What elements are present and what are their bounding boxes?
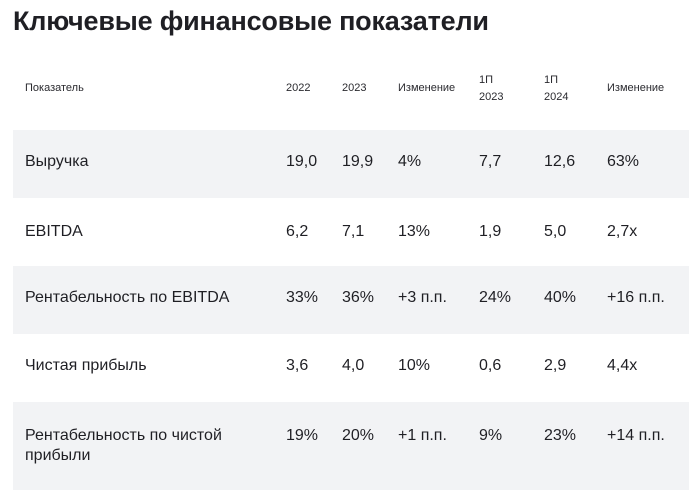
header-1h-2023-line1: 1П [479, 74, 494, 86]
cell-2023: 36% [342, 289, 375, 306]
header-2023: 2023 [342, 82, 367, 94]
header-change-half-year: Изменение [607, 82, 665, 94]
cell-change-annual: +3 п.п. [398, 289, 447, 306]
row-label: Рентабельность по чистой прибыли [25, 426, 222, 466]
cell-change-annual: +1 п.п. [398, 427, 447, 444]
cell-change-annual: 10% [398, 357, 431, 374]
cell-1h-2024: 2,9 [544, 357, 567, 374]
cell-change-annual: 4% [398, 153, 422, 170]
header-1h-2023: 1П 2023 [479, 72, 519, 106]
cell-1h-2023: 9% [479, 427, 503, 444]
header-2022: 2022 [286, 82, 311, 94]
header-1h-2024: 1П 2024 [544, 72, 584, 106]
cell-2023: 4,0 [342, 357, 365, 374]
header-1h-2023-line2: 2023 [479, 91, 504, 103]
row-label: Выручка [25, 153, 89, 170]
page-title: Ключевые финансовые показатели [13, 6, 489, 36]
cell-1h-2023: 24% [479, 289, 512, 306]
cell-1h-2024: 23% [544, 427, 577, 444]
cell-2023: 7,1 [342, 223, 365, 240]
cell-2022: 19% [286, 427, 319, 444]
cell-1h-2024: 12,6 [544, 153, 576, 170]
cell-change-half-year: +14 п.п. [607, 427, 665, 444]
cell-1h-2023: 0,6 [479, 357, 502, 374]
cell-2023: 19,9 [342, 153, 374, 170]
row-label: Чистая прибыль [25, 357, 147, 374]
table-row: Чистая прибыль 3,6 4,0 10% 0,6 2,9 4,4x [13, 334, 689, 402]
header-change-annual: Изменение [398, 82, 456, 94]
cell-2022: 19,0 [286, 153, 318, 170]
header-1h-2024-line1: 1П [544, 74, 559, 86]
row-label-line2: прибыли [25, 447, 91, 464]
table-row: Рентабельность по EBITDA 33% 36% +3 п.п.… [13, 266, 689, 334]
cell-change-half-year: 63% [607, 153, 640, 170]
row-label: Рентабельность по EBITDA [25, 289, 230, 306]
cell-2022: 3,6 [286, 357, 309, 374]
cell-2022: 33% [286, 289, 319, 306]
cell-2022: 6,2 [286, 223, 309, 240]
table-row: Рентабельность по чистой прибыли 19% 20%… [13, 402, 689, 490]
financial-table: Показатель 2022 2023 Изменение 1П 2023 1… [13, 56, 689, 490]
cell-change-half-year: +16 п.п. [607, 289, 665, 306]
table-row: Выручка 19,0 19,9 4% 7,7 12,6 63% [13, 130, 689, 198]
cell-1h-2023: 7,7 [479, 153, 502, 170]
row-label: EBITDA [25, 223, 83, 240]
cell-1h-2024: 40% [544, 289, 577, 306]
cell-change-annual: 13% [398, 223, 431, 240]
row-label-line1: Рентабельность по чистой [25, 427, 222, 444]
cell-1h-2023: 1,9 [479, 223, 502, 240]
table-row: EBITDA 6,2 7,1 13% 1,9 5,0 2,7x [13, 198, 689, 266]
cell-2023: 20% [342, 427, 375, 444]
header-indicator: Показатель [25, 82, 84, 94]
cell-change-half-year: 2,7x [607, 223, 638, 240]
table-header-row: Показатель 2022 2023 Изменение 1П 2023 1… [13, 56, 689, 130]
cell-1h-2024: 5,0 [544, 223, 567, 240]
cell-change-half-year: 4,4x [607, 357, 638, 374]
header-1h-2024-line2: 2024 [544, 91, 569, 103]
